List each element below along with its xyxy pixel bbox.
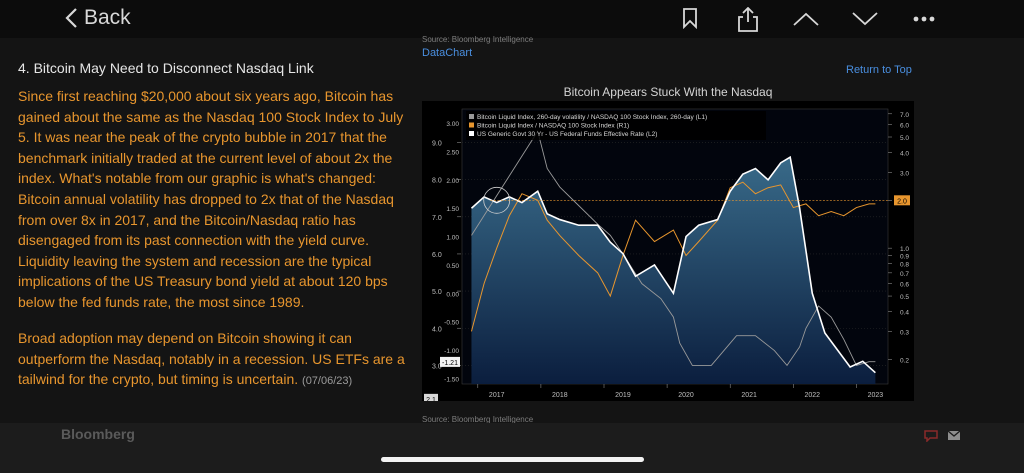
left-axis-tick-label: 4.0 [432, 326, 442, 333]
right-axis-tick-label: 5.0 [900, 135, 909, 142]
volatility-ratio-line [471, 130, 876, 367]
legend-swatch [469, 131, 474, 136]
right-axis-tick-label: 0.4 [900, 309, 909, 316]
inner-axis-tick-label: 2.50 [446, 150, 459, 157]
right-axis-tick-label: 0.7 [900, 271, 909, 278]
left-axis-tick-label: 8.0 [432, 178, 442, 185]
bookmark-icon[interactable] [682, 7, 698, 29]
legend-entry: Bitcoin Liquid Index / NASDAQ 100 Stock … [477, 123, 629, 130]
x-axis-tick-label: 2019 [615, 392, 631, 399]
yield-spread-area [471, 157, 876, 384]
article-paragraph-2: Broad adoption may depend on Bitcoin sho… [18, 328, 410, 392]
share-icon[interactable] [736, 7, 760, 33]
article-content: 4. Bitcoin May Need to Disconnect Nasdaq… [0, 35, 1024, 424]
right-axis-tick-label: 0.6 [900, 281, 909, 288]
chevron-left-icon [65, 8, 77, 28]
home-indicator[interactable] [381, 457, 644, 462]
inner-axis-tick-label: 2.00 [446, 178, 459, 185]
left-axis-tick-label: 3.0 [432, 363, 442, 370]
inner-axis-tick-label: 1.00 [446, 235, 459, 242]
inner-axis-tick-label: -0.50 [444, 320, 459, 327]
left-current-badge-bg [424, 393, 438, 401]
comment-icon[interactable] [924, 430, 938, 442]
article-paragraph-1: Since first reaching $20,000 about six y… [18, 88, 404, 310]
inner-axis-tick-label: 3.00 [446, 121, 459, 128]
right-axis-tick-label: 0.5 [900, 294, 909, 301]
chart-source-bottom: Source: Bloomberg Intelligence [422, 415, 534, 424]
left-current-badge: 2.1 [426, 397, 436, 401]
inner-current-badge: -1.21 [442, 360, 458, 367]
chevron-up-icon[interactable] [792, 11, 820, 27]
bloomberg-logo: Bloomberg [61, 426, 135, 442]
legend-swatch [469, 114, 474, 119]
right-axis-tick-label: 7.0 [900, 112, 909, 119]
more-icon[interactable] [912, 15, 936, 23]
top-toolbar: Back [0, 0, 1024, 38]
return-to-top-link[interactable]: Return to Top [846, 64, 912, 76]
x-axis-tick-label: 2021 [741, 392, 757, 399]
left-axis-tick-label: 7.0 [432, 215, 442, 222]
inner-current-badge-bg [440, 356, 460, 367]
right-axis-tick-label: 0.2 [900, 357, 909, 364]
legend-swatch [469, 122, 474, 128]
x-axis-tick-label: 2023 [868, 392, 884, 399]
inner-axis-tick-label: 0.50 [446, 263, 459, 270]
right-axis-tick-label: 0.3 [900, 329, 909, 336]
article-date: (07/06/23) [302, 375, 353, 388]
left-axis-tick-label: 9.0 [432, 140, 442, 147]
chevron-down-icon[interactable] [851, 11, 879, 27]
right-axis-tick-label: 0.9 [900, 253, 909, 260]
bitcoin-nasdaq-chart: 3.0 4.0 5.0 6.0 7.0 8.0 9.0 -1.50 -1.00 -0.50 0.00… [422, 101, 914, 401]
article-title: 4. Bitcoin May Need to Disconnect Nasdaq… [18, 60, 314, 76]
legend-entry: Bitcoin Liquid Index, 260-day volatility… [477, 114, 707, 121]
right-current-badge-bg [894, 195, 910, 206]
annotation-circle [483, 186, 511, 214]
bottom-bar: Bloomberg [0, 423, 1024, 473]
x-axis-tick-label: 2017 [489, 392, 505, 399]
inner-axis-tick-label: -1.00 [444, 348, 459, 355]
mail-icon[interactable] [947, 430, 961, 441]
right-axis-tick-label: 3.0 [900, 170, 909, 177]
paragraph-2-text: Broad adoption may depend on Bitcoin sho… [18, 330, 405, 388]
legend-box [466, 111, 766, 140]
right-axis-tick-label: 0.8 [900, 262, 909, 269]
right-axis-tick-label: 1.0 [900, 246, 909, 253]
inner-axis-tick-label: -1.50 [444, 376, 459, 383]
left-axis-tick-label: 5.0 [432, 289, 442, 296]
x-axis-tick-label: 2020 [678, 392, 694, 399]
right-current-badge: 2.0 [897, 198, 907, 205]
inner-axis-tick-label: 0.00 [446, 291, 459, 298]
chart-source-top: Source: Bloomberg Intelligence [422, 35, 534, 44]
legend-entry: US Generic Govt 30 Yr - US Federal Funds… [477, 131, 657, 138]
datachart-link[interactable]: DataChart [422, 47, 473, 59]
yield-spread-line [470, 155, 876, 374]
right-axis-tick-label: 6.0 [900, 122, 909, 129]
chart-title: Bitcoin Appears Stuck With the Nasdaq [563, 85, 773, 99]
right-axis-tick-label: 4.0 [900, 150, 909, 157]
back-button[interactable]: Back [64, 6, 131, 30]
inner-axis-tick-label: 1.50 [446, 206, 459, 213]
x-axis-tick-label: 2018 [552, 392, 568, 399]
back-label: Back [84, 6, 131, 29]
left-axis-tick-label: 6.0 [432, 252, 442, 259]
x-axis-tick-label: 2022 [804, 392, 820, 399]
